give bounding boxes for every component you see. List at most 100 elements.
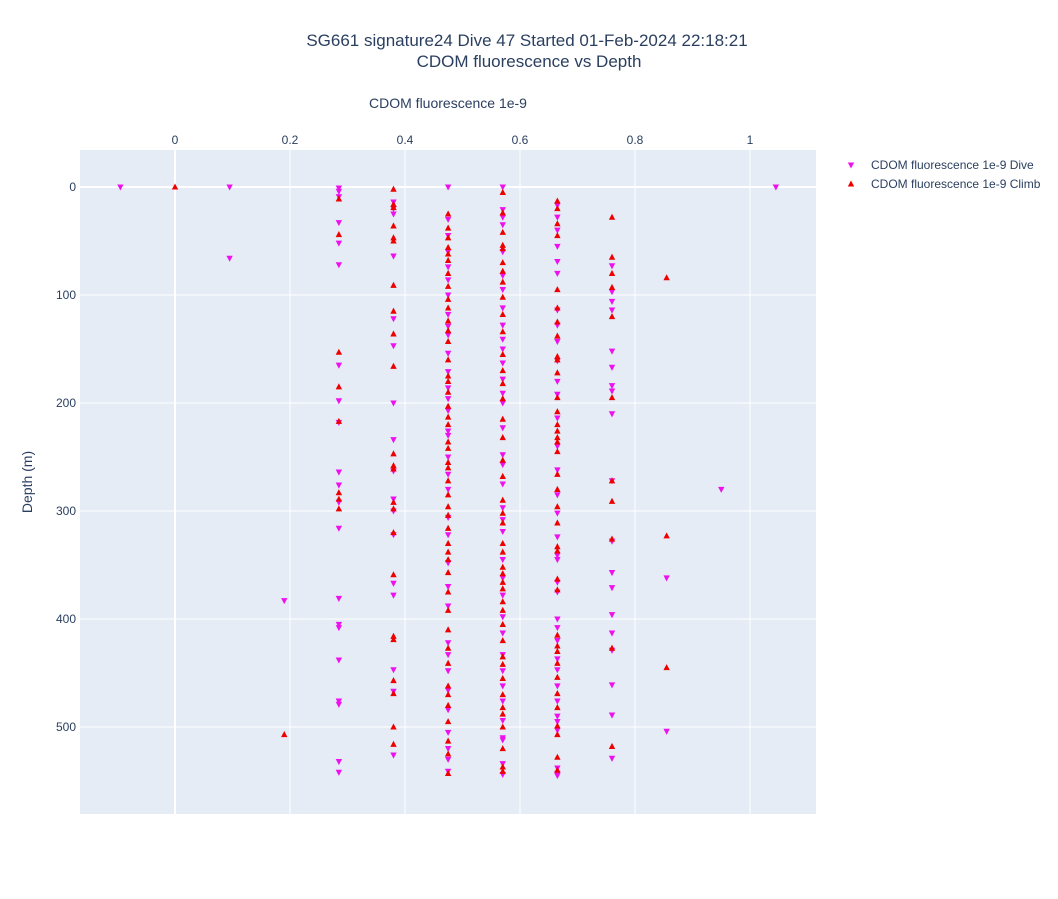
data-point — [554, 318, 561, 325]
data-point — [499, 350, 506, 357]
data-point — [444, 539, 452, 546]
axis-ticks: 0 0.2 0.4 0.6 0.8 1 0 100 200 300 400 500 — [56, 133, 754, 734]
data-point — [444, 372, 452, 379]
data-point — [390, 462, 397, 469]
data-point — [554, 727, 561, 734]
data-point — [608, 570, 616, 577]
data-point — [444, 210, 452, 217]
data-point — [335, 489, 343, 496]
data-point — [499, 481, 506, 488]
data-point — [444, 385, 452, 392]
data-point — [499, 745, 506, 752]
data-point — [335, 220, 343, 227]
data-point — [444, 701, 452, 708]
data-point — [335, 362, 343, 369]
y-axis-title: Depth (m) — [19, 451, 35, 513]
data-point — [499, 683, 506, 690]
data-point — [444, 511, 452, 518]
data-point — [444, 471, 452, 478]
data-point — [499, 717, 506, 725]
data-point — [608, 394, 616, 401]
data-point — [390, 632, 397, 639]
data-point — [499, 606, 506, 613]
data-point — [444, 377, 452, 384]
grid-lines — [80, 150, 816, 814]
data-point — [499, 630, 506, 637]
data-point — [444, 250, 452, 257]
data-point — [554, 369, 561, 376]
data-point — [335, 188, 343, 195]
data-point — [554, 232, 561, 239]
data-point — [444, 421, 452, 428]
data-point — [554, 408, 561, 415]
data-point — [335, 469, 343, 476]
data-point — [499, 367, 506, 374]
data-point — [390, 237, 397, 244]
data-point — [499, 519, 506, 526]
data-point — [444, 327, 452, 334]
data-point — [335, 525, 343, 532]
data-point — [499, 509, 506, 516]
data-point — [281, 598, 288, 605]
data-point — [390, 740, 397, 747]
data-point — [499, 710, 506, 717]
data-point — [663, 728, 670, 735]
data-point — [499, 557, 506, 564]
data-point — [608, 383, 616, 390]
data-point — [663, 532, 670, 539]
data-point — [335, 195, 343, 202]
data-point — [390, 222, 397, 229]
x-tick-label: 1 — [747, 133, 754, 147]
y-tick-label: 300 — [56, 504, 76, 518]
data-point — [171, 183, 179, 190]
data-point — [554, 547, 561, 554]
data-point — [499, 228, 506, 235]
data-point — [444, 746, 452, 753]
data-point — [608, 298, 616, 305]
legend-label-dive: CDOM fluorescence 1e-9 Dive — [871, 158, 1034, 172]
data-point — [444, 277, 452, 284]
data-point — [499, 528, 506, 536]
data-point — [499, 704, 506, 711]
data-point — [444, 491, 452, 498]
data-point — [444, 682, 452, 689]
y-tick-label: 500 — [56, 720, 76, 734]
data-point — [444, 282, 452, 289]
data-point — [335, 417, 343, 424]
data-point — [499, 380, 506, 387]
legend[interactable]: CDOM fluorescence 1e-9 Dive CDOM fluores… — [847, 158, 1041, 191]
data-point — [390, 592, 397, 599]
data-point — [608, 313, 616, 320]
data-point — [444, 556, 452, 563]
data-point — [554, 557, 561, 564]
legend-label-climb: CDOM fluorescence 1e-9 Climb — [871, 177, 1041, 191]
data-point — [390, 211, 397, 218]
data-point — [390, 316, 397, 323]
chart-title-line1: SG661 signature24 Dive 47 Started 01-Feb… — [306, 31, 747, 50]
legend-item-dive[interactable]: CDOM fluorescence 1e-9 Dive — [847, 158, 1034, 172]
y-tick-label: 0 — [69, 180, 76, 194]
data-point — [554, 448, 561, 455]
data-point — [335, 625, 343, 632]
data-point — [444, 332, 452, 339]
data-point — [390, 343, 397, 350]
data-point — [554, 659, 561, 666]
data-point — [554, 243, 561, 250]
y-tick-label: 400 — [56, 612, 76, 626]
data-point — [444, 432, 452, 439]
legend-marker-climb — [847, 180, 855, 187]
data-point — [608, 289, 616, 296]
data-point — [554, 698, 561, 705]
data-point — [444, 295, 452, 302]
x-tick-label: 0.2 — [282, 133, 299, 147]
data-point — [444, 311, 452, 318]
data-point — [390, 450, 397, 457]
data-point — [390, 307, 397, 314]
data-point — [444, 184, 452, 191]
y-tick-label: 100 — [56, 288, 76, 302]
data-point — [608, 630, 616, 637]
x-tick-label: 0.6 — [512, 133, 529, 147]
legend-item-climb[interactable]: CDOM fluorescence 1e-9 Climb — [847, 177, 1041, 191]
data-point — [444, 486, 452, 493]
